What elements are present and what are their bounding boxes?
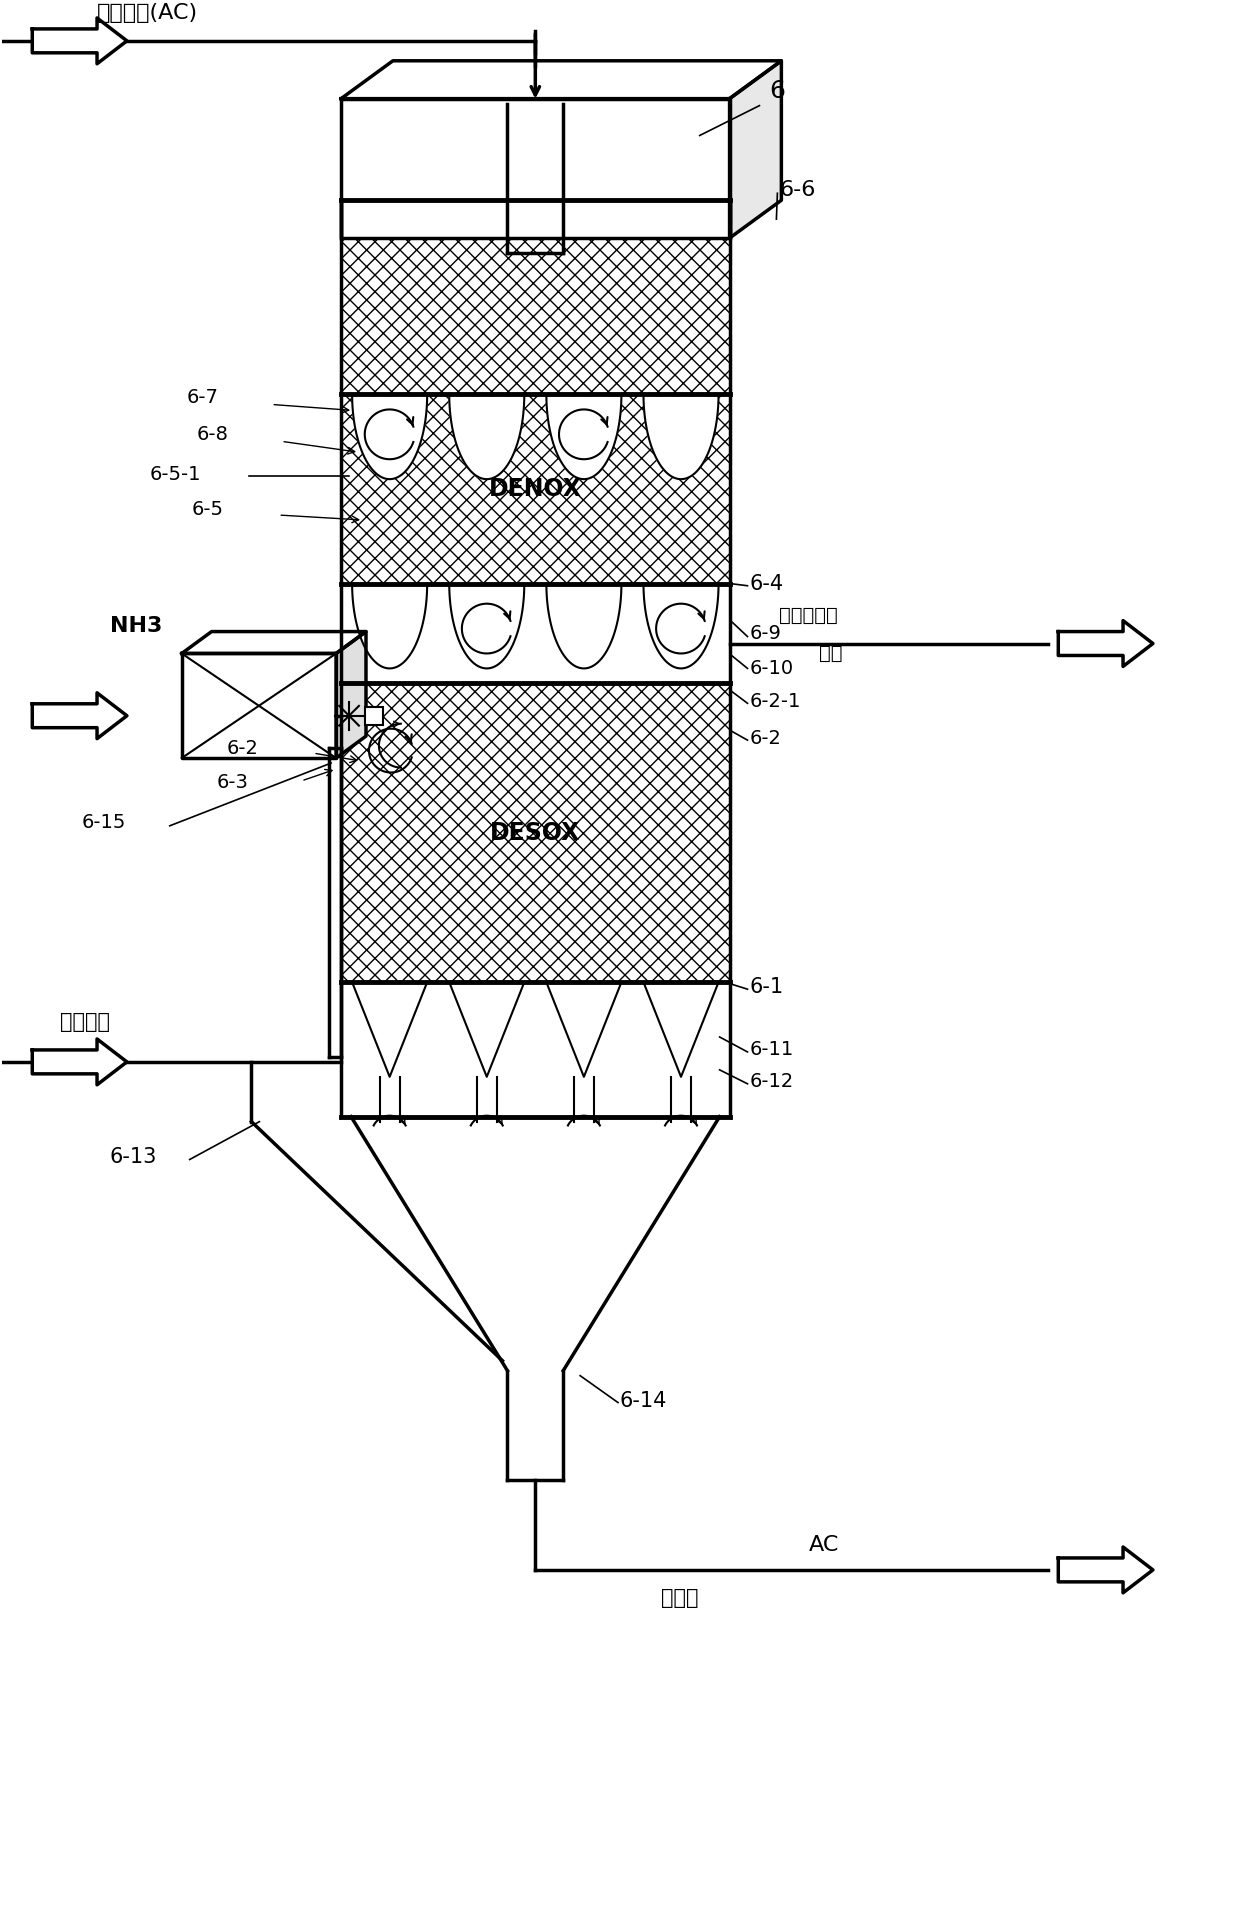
Polygon shape <box>449 983 525 1076</box>
Text: 6-5-1: 6-5-1 <box>150 465 201 484</box>
Polygon shape <box>32 1038 126 1084</box>
Polygon shape <box>574 1076 594 1122</box>
Text: 废气: 废气 <box>820 644 843 663</box>
Text: 6-14: 6-14 <box>620 1391 667 1410</box>
Text: 6-15: 6-15 <box>82 813 126 832</box>
Polygon shape <box>449 583 525 669</box>
Polygon shape <box>341 684 729 983</box>
Text: 6-13: 6-13 <box>110 1147 157 1166</box>
Text: 6-2-1: 6-2-1 <box>749 692 801 711</box>
Text: 烧结废气: 烧结废气 <box>61 1012 110 1033</box>
Text: 被净化后的: 被净化后的 <box>780 606 838 625</box>
Polygon shape <box>336 632 366 758</box>
Polygon shape <box>341 99 729 238</box>
Text: 6: 6 <box>769 78 785 103</box>
Text: 6-5: 6-5 <box>192 499 223 518</box>
Text: 6-2: 6-2 <box>227 739 258 758</box>
Text: 6-2: 6-2 <box>749 728 781 747</box>
Text: 6-10: 6-10 <box>749 659 794 678</box>
Polygon shape <box>352 394 427 480</box>
Polygon shape <box>341 200 729 394</box>
Polygon shape <box>32 17 126 63</box>
Polygon shape <box>729 61 781 238</box>
Text: 6-3: 6-3 <box>217 773 248 792</box>
Polygon shape <box>341 394 729 583</box>
Polygon shape <box>341 200 729 1116</box>
Text: 6-1: 6-1 <box>749 977 784 996</box>
Polygon shape <box>182 632 366 653</box>
Polygon shape <box>341 61 781 99</box>
Text: DESOX: DESOX <box>490 821 580 844</box>
Polygon shape <box>644 583 718 669</box>
Text: 6-6: 6-6 <box>780 181 816 200</box>
Polygon shape <box>547 394 621 480</box>
Text: 6-11: 6-11 <box>749 1040 794 1059</box>
Text: 活性焦芳(AC): 活性焦芳(AC) <box>97 4 198 23</box>
Polygon shape <box>352 583 427 669</box>
Text: AC: AC <box>810 1535 839 1554</box>
Polygon shape <box>644 983 718 1076</box>
Text: 负载的: 负载的 <box>661 1587 698 1608</box>
Polygon shape <box>182 653 336 758</box>
Bar <box>365 707 383 724</box>
Polygon shape <box>449 394 525 480</box>
Polygon shape <box>547 583 621 669</box>
Polygon shape <box>352 983 427 1076</box>
Polygon shape <box>477 1076 497 1122</box>
Polygon shape <box>644 394 718 480</box>
Polygon shape <box>547 983 621 1076</box>
Text: NH3: NH3 <box>110 615 162 636</box>
Polygon shape <box>379 1076 399 1122</box>
Polygon shape <box>32 693 126 739</box>
Text: 6-4: 6-4 <box>749 573 784 594</box>
Text: 6-12: 6-12 <box>749 1073 794 1092</box>
Text: 6-8: 6-8 <box>197 425 228 444</box>
Text: 6-9: 6-9 <box>749 625 781 644</box>
Polygon shape <box>1058 621 1153 667</box>
Text: 6-7: 6-7 <box>187 389 218 408</box>
Polygon shape <box>671 1076 691 1122</box>
Text: DENOX: DENOX <box>489 476 582 501</box>
Polygon shape <box>1058 1547 1153 1593</box>
